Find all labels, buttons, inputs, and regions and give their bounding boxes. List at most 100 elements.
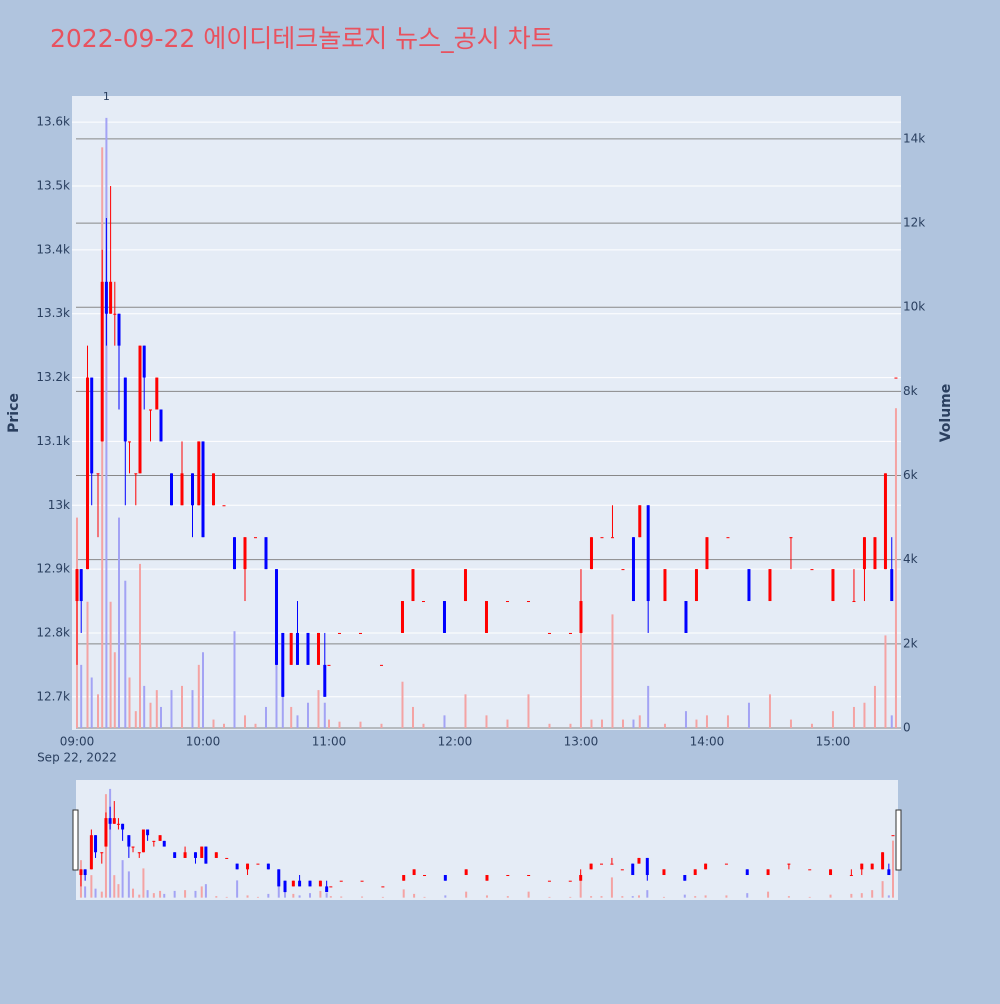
candle-body [155,377,159,410]
slider-candle-body [829,869,833,876]
candle-body [421,601,425,603]
volume-bar [143,685,146,728]
slider-volume-bar [215,896,218,898]
slider-candle-body [423,875,427,877]
slider-candle-body [589,863,593,870]
slider-candle-body [152,840,156,842]
volume-bar [155,690,158,728]
volume-bar [243,715,246,728]
slider-volume-bar [138,894,141,898]
volume-bar [290,706,293,728]
range-handle-left[interactable] [72,809,79,871]
slider-candle-body [318,880,322,887]
y-tick-label: 12.7k [36,689,70,703]
volume-bar [380,723,383,728]
volume-bar [548,723,551,728]
volume-bar [191,690,194,728]
y2-tick-label: 12k [903,216,925,230]
volume-bar [222,723,225,728]
slider-candle-body [108,818,112,824]
candle-body [505,601,509,603]
slider-candle-body [131,846,135,848]
slider-volume-bar [860,893,863,898]
slider-candle-body [579,875,583,881]
candle-body [86,377,90,570]
x-date-label: Sep 22, 2022 [37,751,117,765]
range-slider[interactable] [76,780,898,900]
slider-candle-body [600,863,604,865]
y-tick-label: 13k [48,498,70,512]
volume-bar [275,652,278,728]
volume-bar [695,719,698,728]
slider-volume-bar [163,893,166,898]
slider-volume-bar [84,886,87,898]
candle-body [128,441,132,443]
candle-body [726,537,730,539]
candle-body [327,664,331,666]
slider-candle-body [127,835,131,847]
volume-bar [401,681,404,728]
candle-body [306,632,310,665]
annotation: 1 [103,90,110,103]
volume-bar [768,694,771,728]
volume-bar [831,711,834,728]
volume-bar [611,614,614,728]
slider-volume-bar [194,890,197,898]
slider-candle-body [141,829,145,853]
slider-volume-bar [621,896,624,898]
slider-candle-body [146,829,150,836]
slider-candle-body [881,852,885,870]
volume-bar [863,702,866,728]
slider-volume-bar [113,875,116,898]
candle-body [526,601,530,603]
candle-body [747,569,751,602]
slider-volume-bar [329,896,332,898]
volume-bar [281,685,284,728]
slider-volume-bar [132,888,135,898]
slider-volume-bar [173,890,176,898]
slider-volume-bar [808,896,811,898]
candle-body [411,569,415,602]
slider-volume-bar [631,896,634,898]
volume-bar [873,685,876,728]
plot-area [72,96,901,730]
candle-body [337,632,341,634]
y2-tick-label: 0 [903,720,911,734]
candle-body [264,537,268,570]
slider-volume-bar [94,888,97,898]
candle-body [295,632,299,665]
volume-bar [86,601,89,728]
y2-tick-label: 6k [903,468,918,482]
slider-volume-bar [829,894,832,898]
candle-body [180,473,184,506]
candle-body [484,601,488,633]
candle-body [463,569,467,602]
volume-bar [306,702,309,728]
slider-candle-body [704,863,708,870]
range-handle-right[interactable] [895,809,902,871]
slider-candle-body [849,875,853,877]
volume-bar [726,715,729,728]
slider-volume-bar [725,895,728,898]
x-tick-label: 11:00 [312,735,347,749]
slider-volume-bar [225,896,228,898]
candle-body [96,473,100,475]
volume-bar [97,694,100,728]
slider-candle-body [116,823,120,825]
candle-body [149,409,153,411]
volume-bar [327,719,330,728]
volume-bar [359,721,362,728]
slider-volume-bar [319,890,322,898]
slider-candle-body [610,863,614,865]
candle-body [852,601,856,603]
candle-body [281,632,285,697]
slider-volume-bar [569,896,572,898]
candle-body [100,281,104,442]
slider-volume-bar [142,868,145,898]
slider-candle-body [100,852,104,854]
slider-volume-bar [413,893,416,898]
candle-body [568,632,572,634]
slider-candle-body [745,869,749,876]
slider-volume-bar [121,860,124,898]
slider-volume-bar [704,895,707,898]
